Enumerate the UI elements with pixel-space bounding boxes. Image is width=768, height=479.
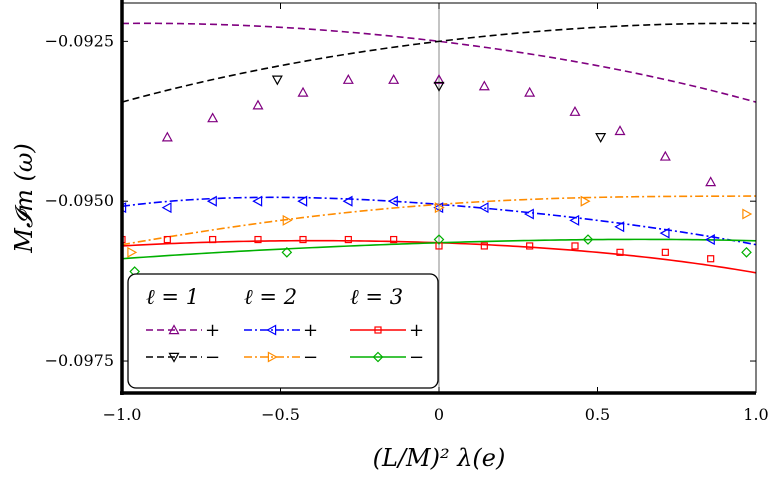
series-3-point-2 <box>434 202 445 214</box>
series-0-point-9 <box>569 105 581 116</box>
series-0-point-11 <box>659 150 671 161</box>
series-0-point-2 <box>252 99 264 110</box>
series-5-point-1 <box>281 246 293 258</box>
series-4-point-5 <box>344 235 352 244</box>
series-2-curve <box>122 196 756 246</box>
series-2-point-1 <box>161 202 172 214</box>
series-2-point-4 <box>297 195 308 207</box>
series-0-point-1 <box>207 112 219 123</box>
series-2-point-2 <box>206 195 217 207</box>
legend-header-1: ℓ = 2 <box>244 285 297 309</box>
legend-header-0: ℓ = 1 <box>146 285 199 309</box>
legend-marker-2 <box>266 324 277 336</box>
series-0-point-10 <box>614 125 626 136</box>
series-0-point-0 <box>161 131 173 142</box>
legend-sign-3: − <box>303 347 318 368</box>
legend-sign-1: − <box>205 347 220 368</box>
series-1-point-2 <box>595 133 607 143</box>
legend-marker-5 <box>372 351 384 363</box>
series-0-curve <box>122 22 756 103</box>
series-4-point-8 <box>480 242 488 250</box>
legend-marker-3 <box>267 351 278 363</box>
series-4-point-10 <box>571 242 579 250</box>
legend-marker-0 <box>168 324 180 335</box>
series-3-point-3 <box>580 195 591 207</box>
series-1-curve <box>122 22 756 103</box>
series-4-point-6 <box>390 235 398 244</box>
x-axis-title: (L/M)² λ(e) <box>373 444 506 472</box>
series-3-point-4 <box>742 208 753 220</box>
series-5-point-4 <box>741 246 752 258</box>
series-0-point-8 <box>524 86 536 97</box>
series-4-point-0 <box>122 235 126 244</box>
series-3-curve <box>122 195 756 246</box>
series-4-point-11 <box>616 248 624 256</box>
series-4-point-1 <box>163 235 171 244</box>
series-5-point-2 <box>433 234 445 245</box>
series-4-point-12 <box>661 248 669 256</box>
legend-sign-2: + <box>303 320 318 341</box>
series-4-point-7 <box>435 242 443 250</box>
series-0-point-4 <box>342 73 354 84</box>
legend: ℓ = 1 ℓ = 2 ℓ = 3 + − + − + − <box>127 273 439 389</box>
series-4-point-9 <box>526 242 534 250</box>
series-0-point-12 <box>705 176 717 187</box>
series-4-point-4 <box>299 235 307 244</box>
series-2-point-12 <box>659 227 670 239</box>
series-2-point-9 <box>523 208 534 220</box>
y-axis-title: M𝓘m (ω) <box>10 143 38 253</box>
legend-header-2: ℓ = 3 <box>350 285 403 309</box>
series-4-point-2 <box>209 235 217 244</box>
series-2-point-8 <box>478 202 489 214</box>
series-3-point-0 <box>127 246 138 258</box>
legend-sign-4: + <box>409 320 424 341</box>
series-1-point-0 <box>271 75 283 86</box>
series-0-point-3 <box>297 86 309 97</box>
x-tick-label-3: 0.5 <box>585 405 610 424</box>
series-4-point-13 <box>707 255 715 263</box>
series-2-point-3 <box>252 195 263 207</box>
series-0-point-7 <box>478 80 490 91</box>
legend-marker-4 <box>374 326 382 334</box>
y-tick-label-0: −0.0925 <box>45 31 114 50</box>
series-3-point-1 <box>282 214 293 226</box>
y-tick-label-2: −0.0975 <box>45 351 114 370</box>
series-1-point-1 <box>433 81 445 92</box>
series-5-point-3 <box>582 234 594 245</box>
y-tick-label-1: −0.0950 <box>45 191 114 210</box>
series-2-point-5 <box>342 195 353 207</box>
x-tick-label-2: 0 <box>434 405 444 424</box>
series-2-point-10 <box>569 214 580 226</box>
x-tick-label-4: 1.0 <box>743 405 768 424</box>
series-4-point-3 <box>254 235 262 244</box>
legend-box <box>127 273 439 389</box>
marker-layer <box>122 73 753 277</box>
series-2-point-0 <box>122 202 127 214</box>
legend-marker-1 <box>168 352 180 363</box>
series-2-point-13 <box>704 234 715 246</box>
x-tick-label-0: −1.0 <box>103 405 142 424</box>
series-2-point-11 <box>614 221 625 233</box>
series-0-point-6 <box>433 73 445 84</box>
tick-layer: −1.0 −0.5 0 0.5 1.0 −0.0925 −0.0950 −0.0975 <box>45 3 768 424</box>
legend-sign-0: + <box>205 320 220 341</box>
series-2-point-6 <box>387 195 398 207</box>
series-0-point-5 <box>388 73 400 84</box>
x-tick-label-1: −0.5 <box>261 405 300 424</box>
legend-sign-5: − <box>409 347 424 368</box>
